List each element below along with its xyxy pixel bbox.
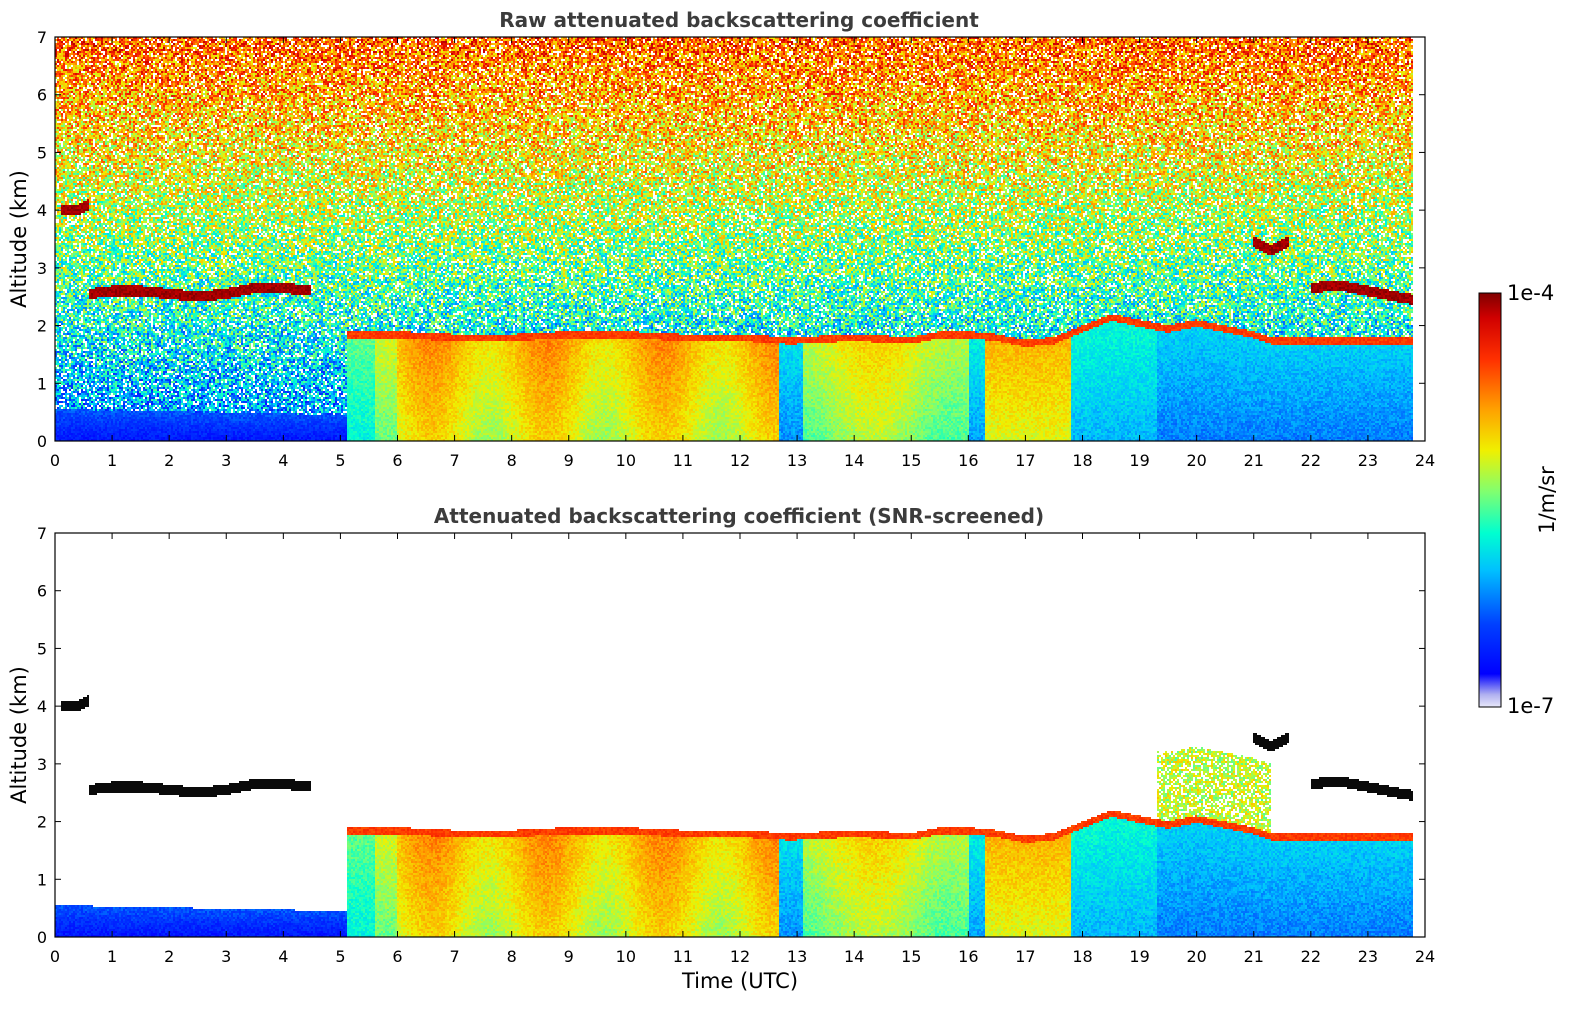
screened-axes: 0 1 2 3 4 5 6 7 8 9 10 11 12 13 14 15 16 17 18 19 20 21 22 23 24… [37, 524, 1435, 966]
y-tick-label: 7 [37, 28, 47, 47]
raw-y-axis-label: Altitude (km) [7, 170, 31, 308]
x-tick-label: 24 [1415, 947, 1435, 966]
x-tick-label: 16 [958, 451, 978, 470]
y-tick-label: 2 [37, 813, 47, 832]
x-tick-label: 19 [1129, 451, 1149, 470]
y-tick-label: 5 [37, 143, 47, 162]
x-tick-label: 2 [164, 451, 174, 470]
y-tick-label: 5 [37, 639, 47, 658]
x-tick-label: 8 [507, 451, 517, 470]
screened-panel-title: Attenuated backscattering coefficient (S… [434, 504, 1044, 528]
y-tick-label: 0 [37, 432, 47, 451]
y-tick-label: 4 [37, 201, 47, 220]
x-tick-label: 9 [564, 947, 574, 966]
raw-panel-title: Raw attenuated backscattering coefficien… [499, 8, 979, 32]
x-tick-label: 8 [507, 947, 517, 966]
raw-axes: 0 1 2 3 4 5 6 7 8 9 10 11 12 13 14 15 16 17 18 19 20 21 22 23 24… [37, 28, 1435, 470]
y-tick-label: 4 [37, 697, 47, 716]
y-tick-label: 1 [37, 374, 47, 393]
x-tick-label: 12 [730, 451, 750, 470]
colorbar-max-label: 1e-4 [1507, 281, 1554, 305]
y-tick-label: 0 [37, 928, 47, 947]
x-tick-label: 21 [1244, 947, 1264, 966]
x-tick-label: 3 [221, 451, 231, 470]
x-tick-label: 9 [564, 451, 574, 470]
x-tick-label: 12 [730, 947, 750, 966]
x-tick-label: 16 [958, 947, 978, 966]
x-tick-label: 0 [50, 947, 60, 966]
colorbar-min-label: 1e-7 [1507, 694, 1554, 718]
colorbar-gradient [1478, 292, 1502, 708]
x-tick-label: 22 [1301, 947, 1321, 966]
x-tick-label: 13 [787, 451, 807, 470]
x-tick-label: 6 [392, 451, 402, 470]
x-tick-label: 21 [1244, 451, 1264, 470]
x-tick-label: 4 [278, 451, 288, 470]
screened-heatmap-area [55, 533, 1425, 937]
x-tick-label: 11 [673, 451, 693, 470]
x-tick-label: 14 [844, 947, 864, 966]
y-tick-label: 3 [37, 259, 47, 278]
x-tick-label: 20 [1186, 947, 1206, 966]
x-tick-label: 0 [50, 451, 60, 470]
y-tick-label: 6 [37, 86, 47, 105]
screened-backscatter-panel: Attenuated backscattering coefficient (S… [7, 504, 1435, 993]
x-tick-label: 7 [449, 451, 459, 470]
x-tick-label: 1 [107, 451, 117, 470]
x-tick-label: 13 [787, 947, 807, 966]
y-tick-label: 2 [37, 317, 47, 336]
x-tick-label: 3 [221, 947, 231, 966]
x-tick-label: 23 [1358, 451, 1378, 470]
screened-y-axis-label: Altitude (km) [7, 666, 31, 804]
x-tick-label: 20 [1186, 451, 1206, 470]
x-tick-label: 17 [1015, 451, 1035, 470]
x-tick-label: 24 [1415, 451, 1435, 470]
y-tick-label: 6 [37, 582, 47, 601]
x-tick-label: 1 [107, 947, 117, 966]
x-tick-label: 10 [616, 451, 636, 470]
x-tick-label: 18 [1072, 947, 1092, 966]
x-tick-label: 11 [673, 947, 693, 966]
colorbar-unit-label: 1/m/sr [1535, 466, 1559, 534]
x-tick-label: 7 [449, 947, 459, 966]
x-tick-label: 18 [1072, 451, 1092, 470]
y-tick-label: 1 [37, 870, 47, 889]
x-tick-label: 2 [164, 947, 174, 966]
x-tick-label: 23 [1358, 947, 1378, 966]
x-tick-label: 6 [392, 947, 402, 966]
x-tick-label: 15 [901, 947, 921, 966]
x-tick-label: 15 [901, 451, 921, 470]
raw-heatmap-area [55, 37, 1425, 441]
x-axis-label: Time (UTC) [681, 969, 798, 993]
x-tick-label: 10 [616, 947, 636, 966]
y-tick-label: 7 [37, 524, 47, 543]
x-tick-label: 19 [1129, 947, 1149, 966]
colorbar: 1e-4 1e-7 1/m/sr [1478, 281, 1559, 718]
x-tick-label: 5 [335, 947, 345, 966]
x-tick-label: 5 [335, 451, 345, 470]
raw-backscatter-panel: Raw attenuated backscattering coefficien… [7, 8, 1435, 470]
x-tick-label: 22 [1301, 451, 1321, 470]
y-tick-label: 3 [37, 755, 47, 774]
x-tick-label: 14 [844, 451, 864, 470]
x-tick-label: 17 [1015, 947, 1035, 966]
x-tick-label: 4 [278, 947, 288, 966]
